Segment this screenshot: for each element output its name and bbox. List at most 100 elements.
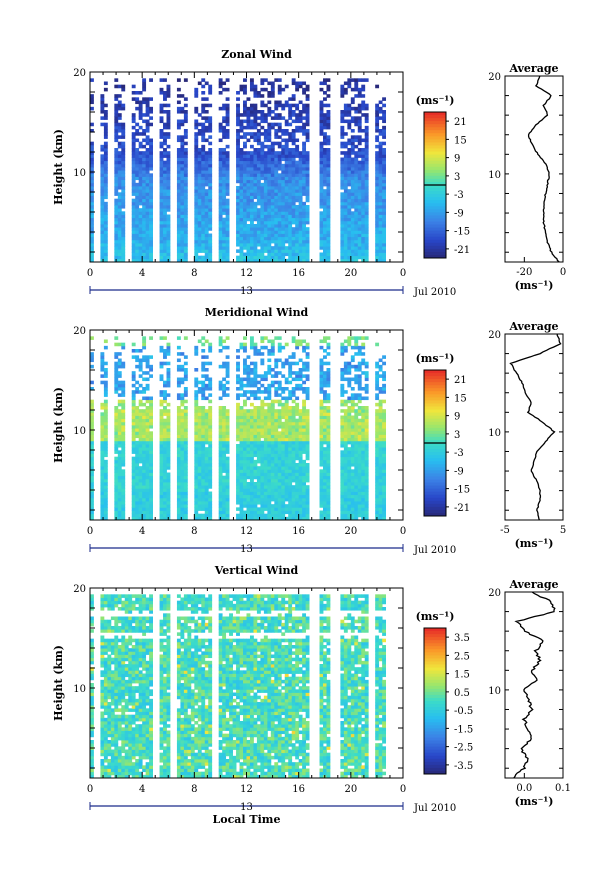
- heatmap-cell: [225, 516, 230, 521]
- heatmap-cell: [246, 173, 251, 177]
- heatmap-cell: [295, 220, 300, 225]
- heatmap-cell: [138, 170, 143, 174]
- heatmap-cell: [159, 173, 164, 177]
- heatmap-cell: [100, 434, 105, 439]
- heatmap-cell: [298, 81, 303, 86]
- heatmap-cell: [350, 179, 355, 184]
- heatmap-cell: [281, 258, 286, 263]
- heatmap-cell: [183, 243, 188, 247]
- heatmap-cell: [183, 195, 188, 200]
- heatmap-cell: [256, 176, 261, 181]
- heatmap-cell: [145, 173, 150, 177]
- heatmap-cell: [253, 217, 258, 222]
- heatmap-cell: [163, 447, 167, 451]
- heatmap-cell: [204, 418, 209, 423]
- heatmap-cell: [256, 421, 261, 426]
- heatmap-cell: [343, 81, 348, 86]
- heatmap-cell: [246, 132, 251, 136]
- heatmap-cell: [274, 469, 279, 473]
- heatmap-cell: [222, 406, 227, 410]
- heatmap-cell: [375, 160, 380, 165]
- heatmap-cell: [149, 513, 153, 518]
- heatmap-cell: [239, 510, 244, 515]
- heatmap-cell: [149, 510, 153, 515]
- heatmap-cell: [131, 478, 136, 483]
- heatmap-cell: [100, 154, 105, 158]
- heatmap-cell: [288, 390, 293, 394]
- heatmap-cell: [103, 182, 108, 187]
- heatmap-cell: [135, 355, 140, 359]
- heatmap-cell: [319, 113, 324, 117]
- heatmap-cell: [117, 418, 122, 423]
- heatmap-cell: [138, 447, 143, 451]
- heatmap-cell: [145, 497, 150, 502]
- heatmap-cell: [121, 421, 126, 426]
- heatmap-cell: [208, 255, 213, 260]
- heatmap-cell: [201, 179, 206, 184]
- heatmap-cell: [166, 415, 171, 420]
- heatmap-cell: [274, 494, 279, 499]
- heatmap-cell: [323, 243, 327, 247]
- heatmap-cell: [138, 160, 143, 165]
- heatmap-cell: [267, 154, 272, 158]
- heatmap-cell: [347, 182, 352, 187]
- heatmap-cell: [340, 87, 345, 92]
- heatmap-cell: [253, 494, 258, 499]
- heatmap-cell: [298, 217, 303, 222]
- heatmap-cell: [249, 402, 254, 407]
- heatmap-cell: [194, 173, 199, 177]
- heatmap-cell: [135, 425, 140, 429]
- heatmap-cell: [201, 91, 206, 95]
- heatmap-cell: [183, 482, 188, 486]
- heatmap-cell: [378, 141, 383, 146]
- heatmap-cell: [201, 504, 206, 508]
- heatmap-cell: [225, 176, 230, 181]
- heatmap-cell: [361, 160, 366, 165]
- heatmap-cell: [256, 138, 261, 143]
- heatmap-cell: [222, 151, 227, 155]
- heatmap-cell: [176, 198, 181, 203]
- heatmap-cell: [361, 230, 366, 234]
- heatmap-cell: [243, 444, 247, 448]
- heatmap-cell: [204, 469, 209, 473]
- heatmap-cell: [263, 211, 268, 215]
- heatmap-cell: [347, 125, 352, 130]
- heatmap-cell: [239, 472, 244, 477]
- heatmap-cell: [256, 516, 261, 521]
- heatmap-cell: [131, 205, 136, 209]
- heatmap-cell: [225, 415, 230, 420]
- heatmap-cell: [298, 255, 303, 260]
- heatmap-cell: [117, 208, 122, 212]
- heatmap-cell: [103, 132, 108, 136]
- heatmap-cell: [295, 217, 300, 222]
- heatmap-cell: [267, 434, 272, 439]
- heatmap-cell: [298, 116, 303, 120]
- heatmap-cell: [208, 485, 213, 489]
- heatmap-cell: [218, 349, 223, 353]
- heatmap-cell: [145, 358, 150, 363]
- heatmap-cell: [201, 482, 206, 486]
- heatmap-cell: [180, 144, 185, 149]
- heatmap-cell: [159, 116, 164, 120]
- heatmap-cell: [103, 339, 108, 344]
- heatmap-cell: [117, 425, 122, 429]
- heatmap-cell: [364, 78, 369, 82]
- heatmap-cell: [291, 119, 296, 124]
- heatmap-cell: [382, 119, 387, 124]
- heatmap-cell: [183, 135, 188, 139]
- heatmap-cell: [131, 167, 136, 171]
- heatmap-cell: [274, 129, 279, 133]
- heatmap-cell: [267, 358, 272, 363]
- heatmap-cell: [145, 179, 150, 184]
- heatmap-cell: [243, 472, 247, 477]
- heatmap-cell: [145, 361, 150, 366]
- heatmap-cell: [239, 459, 244, 464]
- heatmap-cell: [201, 198, 206, 203]
- heatmap-cell: [291, 463, 296, 467]
- heatmap-cell: [204, 475, 209, 480]
- heatmap-cell: [201, 144, 206, 149]
- heatmap-cell: [274, 173, 279, 177]
- heatmap-cell: [142, 513, 147, 518]
- heatmap-cell: [222, 148, 227, 152]
- heatmap-cell: [263, 431, 268, 435]
